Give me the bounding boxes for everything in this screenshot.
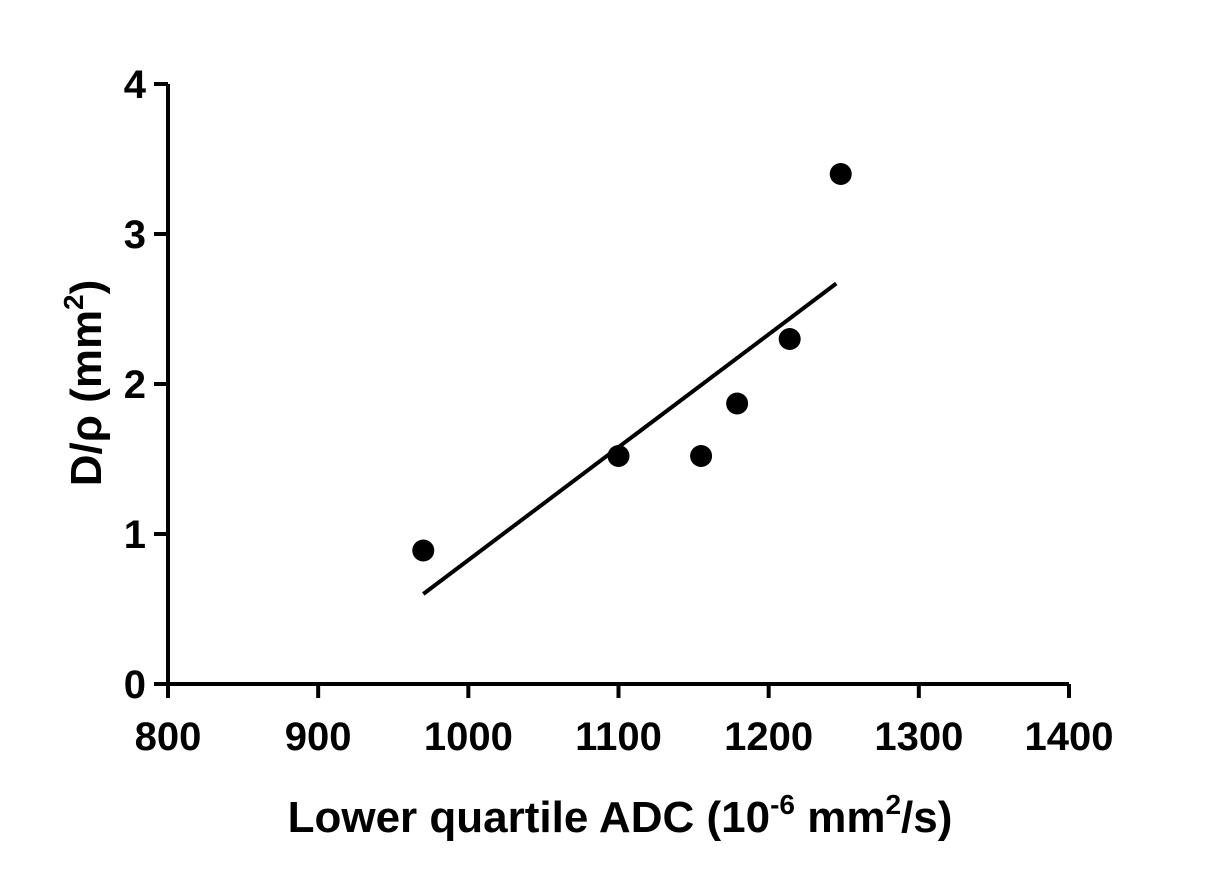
- data-point: [829, 163, 852, 185]
- x-tick-label: 1400: [1025, 715, 1114, 759]
- data-point: [778, 328, 801, 350]
- data-point: [412, 539, 435, 562]
- x-axis-title: Lower quartile ADC (10-6 mm2/s): [288, 789, 953, 842]
- y-tick-label: 0: [124, 663, 146, 707]
- data-point: [690, 445, 713, 467]
- y-axis-title: D/ρ (mm2): [58, 280, 111, 487]
- y-tick-label: 2: [124, 363, 146, 407]
- x-tick-label: 1200: [724, 715, 813, 759]
- y-tick-label: 4: [124, 63, 147, 107]
- regression-line: [422, 281, 838, 596]
- x-tick-label: 1100: [575, 715, 662, 759]
- data-points: [412, 163, 852, 562]
- data-point: [726, 392, 749, 415]
- x-tick-label: 1300: [874, 715, 963, 759]
- x-ticks: 800 900 1000 1100 1200 1300 1400: [135, 684, 1114, 759]
- data-point: [607, 445, 630, 467]
- x-tick-label: 1000: [424, 715, 513, 759]
- y-tick-label: 1: [124, 513, 146, 557]
- x-tick-label: 800: [135, 715, 202, 759]
- x-tick-label: 900: [285, 715, 352, 759]
- y-tick-label: 3: [124, 213, 146, 257]
- y-ticks: 0 1 2 3 4: [124, 63, 168, 707]
- axes: [166, 84, 1069, 686]
